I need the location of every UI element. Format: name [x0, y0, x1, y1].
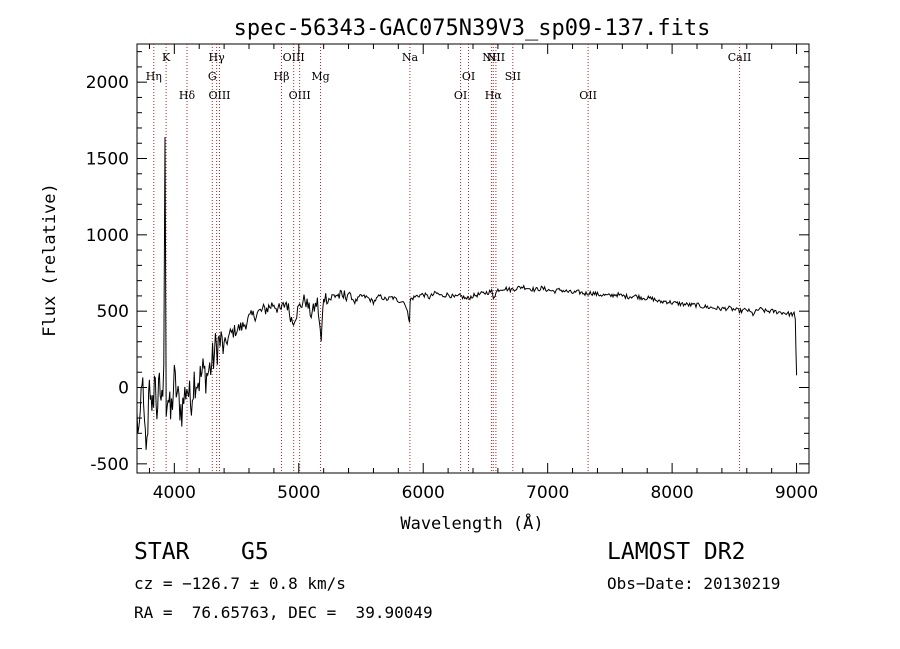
spectral-line-label: Mg [311, 70, 329, 83]
spectral-line-label: Hδ [179, 89, 196, 102]
y-tick-label: -500 [90, 455, 129, 475]
spectral-line-label: OIII [289, 89, 311, 102]
spectral-line-label: Hβ [274, 70, 290, 83]
survey-release: LAMOST DR2 [607, 539, 746, 565]
x-tick-label: 4000 [153, 483, 196, 503]
spectral-line-markers [153, 44, 741, 473]
x-tick-label: 5000 [277, 483, 320, 503]
spectral-line-labels: HηKHδHγGOIIIHβOIIIOIIIMgNaOIOINIIHαNIISI… [146, 51, 752, 102]
spectral-line-label: Na [402, 51, 419, 64]
x-tick-label: 9000 [775, 483, 818, 503]
spectrum-series-line [136, 137, 798, 450]
x-tick-label: 7000 [526, 483, 569, 503]
spectral-line-label: Hη [146, 70, 162, 83]
spectral-line-label: NII [482, 51, 500, 64]
spectral-line-label: Hγ [209, 51, 226, 64]
spectral-line-label: CaII [728, 51, 752, 64]
y-tick-label: 500 [97, 302, 129, 322]
spectral-line-label: SII [505, 70, 521, 83]
spectral-line-label: OI [462, 70, 475, 83]
x-axis-label: Wavelength (Å) [400, 512, 543, 534]
spectral-line-label: OI [454, 89, 467, 102]
coordinates: RA = 76.65763, DEC = 39.90049 [134, 603, 433, 622]
x-tick-label: 6000 [402, 483, 445, 503]
spectral-line-label: OII [579, 89, 597, 102]
spectral-line-label: OIII [283, 51, 305, 64]
x-tick-label: 8000 [650, 483, 693, 503]
spectral-line-label: G [208, 70, 217, 83]
y-tick-label: 1500 [86, 150, 129, 170]
spectral-line-label: Hα [485, 89, 503, 102]
object-subclass: G5 [241, 539, 269, 565]
spectral-line-label: OIII [208, 89, 230, 102]
y-tick-labels: -500 0 500 1000 1500 2000 [86, 73, 129, 475]
y-tick-label: 0 [118, 379, 129, 399]
spectral-line-label: NII [487, 51, 505, 64]
axis-ticks [137, 44, 809, 473]
object-class: STAR [134, 539, 190, 565]
y-tick-label: 2000 [86, 73, 129, 93]
y-tick-label: 1000 [86, 226, 129, 246]
x-tick-labels: 4000 5000 6000 7000 8000 9000 [153, 483, 818, 503]
chart-title: spec-56343-GAC075N39V3_sp09-137.fits [234, 16, 711, 41]
spectral-line-label: K [162, 51, 171, 64]
y-axis-label: Flux (relative) [40, 183, 60, 337]
redshift-velocity: cz = −126.7 ± 0.8 km/s [134, 574, 346, 593]
plot-frame [136, 43, 810, 474]
observation-date: Obs−Date: 20130219 [607, 574, 781, 593]
